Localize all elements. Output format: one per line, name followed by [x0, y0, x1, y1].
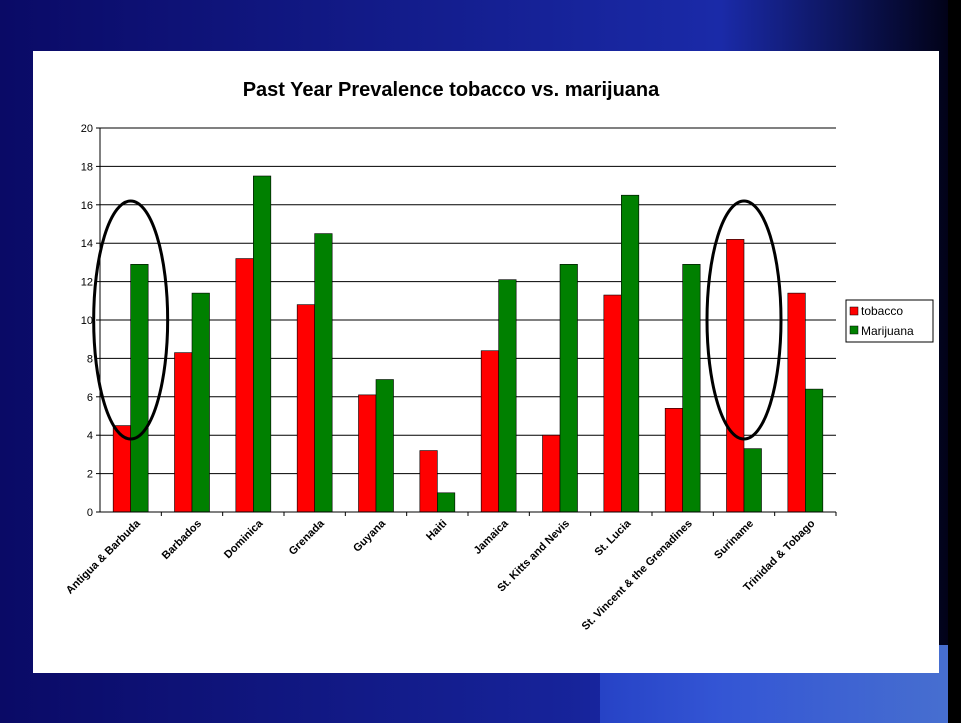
- y-tick-label: 10: [81, 315, 93, 327]
- legend-label-marijuana: Marijuana: [861, 324, 914, 338]
- bar-marijuana: [253, 175, 272, 513]
- x-tick-label: Grenada: [287, 517, 328, 558]
- bar-marijuana: [498, 279, 517, 513]
- x-tick-label: St. Lucia: [593, 517, 635, 559]
- bar-tobacco: [480, 350, 499, 513]
- y-tick-label: 12: [81, 277, 93, 289]
- y-tick-label: 4: [87, 430, 93, 442]
- y-tick-label: 2: [87, 469, 93, 481]
- highlight-ellipses: [92, 199, 783, 441]
- bar-marijuana: [314, 233, 333, 513]
- x-tick-label: St. Vincent & the Grenadines: [580, 518, 695, 633]
- y-tick-label: 0: [87, 507, 93, 519]
- bar-tobacco: [664, 408, 683, 513]
- y-tick-label: 6: [87, 392, 93, 404]
- x-tick-label: Antigua & Barbuda: [64, 517, 144, 597]
- bar-marijuana: [621, 194, 640, 513]
- bar-marijuana: [191, 292, 210, 513]
- bar-marijuana: [130, 264, 149, 513]
- legend: tobacco Marijuana: [845, 299, 934, 343]
- bar-tobacco: [358, 394, 377, 513]
- chart-title: Past Year Prevalence tobacco vs. marijua…: [243, 79, 660, 101]
- bar-marijuana: [743, 448, 762, 513]
- x-tick-label: Suriname: [712, 518, 756, 562]
- x-tick-label: Dominica: [222, 517, 266, 561]
- bar-tobacco: [419, 450, 438, 513]
- legend-swatch-marijuana: [849, 325, 859, 335]
- legend-label-tobacco: tobacco: [861, 304, 903, 318]
- y-tick-label: 8: [87, 353, 93, 365]
- bar-tobacco: [603, 294, 622, 513]
- bar-tobacco: [787, 292, 806, 513]
- bar-marijuana: [682, 264, 701, 513]
- legend-box: [845, 299, 934, 343]
- bar-tobacco: [542, 434, 561, 513]
- plot-area: 0 2 4 6 8 10 12 14 16 18 20 Antigua & Barbuda Barbad…: [64, 123, 837, 633]
- x-tick-label: Guyana: [351, 517, 389, 555]
- y-tick-label: 14: [81, 238, 93, 250]
- bar-marijuana: [805, 388, 824, 513]
- x-tick-label: Haiti: [424, 518, 449, 543]
- y-tick-label: 20: [81, 123, 93, 135]
- bar-marijuana: [559, 264, 578, 513]
- chart-panel: Past Year Prevalence tobacco vs. marijua…: [33, 51, 939, 673]
- bar-tobacco: [296, 304, 315, 513]
- highlight-ellipse: [92, 199, 170, 441]
- bar-marijuana: [437, 492, 456, 513]
- bar-chart: Past Year Prevalence tobacco vs. marijua…: [64, 79, 934, 633]
- bar-marijuana: [375, 379, 394, 513]
- bar-tobacco: [726, 239, 745, 513]
- legend-swatch-tobacco: [849, 306, 859, 316]
- bar-tobacco: [235, 258, 254, 513]
- y-tick-label: 16: [81, 200, 93, 212]
- bar-tobacco: [174, 352, 193, 513]
- x-tick-label: Barbados: [160, 518, 204, 562]
- y-tick-label: 18: [81, 161, 93, 173]
- highlight-ellipse: [705, 199, 783, 441]
- x-tick-label: Jamaica: [472, 517, 512, 557]
